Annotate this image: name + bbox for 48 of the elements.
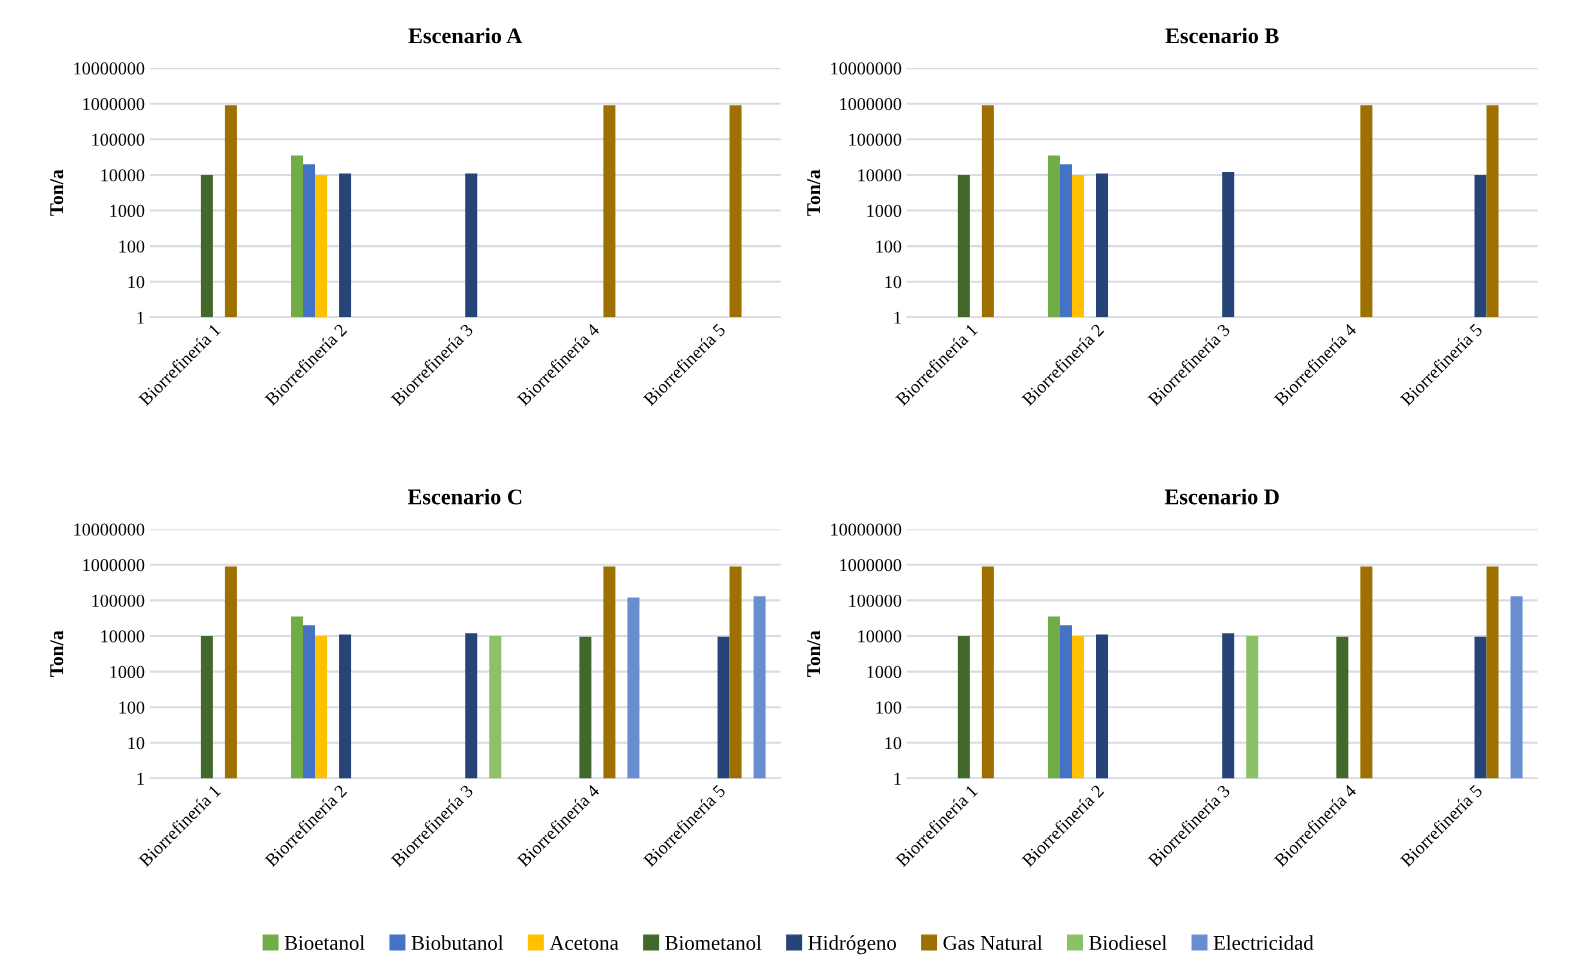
chart-title: Escenario A	[408, 27, 523, 44]
y-tick-label: 10000	[858, 630, 902, 643]
chart-title: Escenario C	[407, 488, 522, 505]
y-tick-label: 10000000	[74, 523, 145, 536]
y-tick-label: 1	[137, 772, 144, 785]
y-tick-label: 1000000	[83, 97, 145, 111]
y-tick-label: 10	[885, 275, 902, 289]
y-tick-label: 10	[128, 275, 145, 289]
y-tick-label: 1000	[867, 665, 902, 679]
y-tick-label: 10000	[101, 169, 145, 182]
y-tick-label: 100	[119, 240, 145, 253]
chart-title: Escenario B	[1165, 27, 1279, 44]
y-tick-label: 10	[885, 737, 902, 750]
y-tick-label: 1000	[867, 204, 902, 217]
y-tick-label: 1	[894, 772, 901, 785]
y-tick-label: 100000	[92, 133, 145, 146]
y-tick-label: 1000000	[840, 559, 902, 572]
y-tick-label: 100000	[849, 133, 902, 146]
legend-label: Biodiesel	[1089, 935, 1167, 950]
y-tick-label: 100	[119, 701, 145, 714]
y-tick-label: 1000	[110, 204, 145, 217]
y-tick-label: 100	[876, 701, 902, 714]
y-tick-label: 100000	[849, 594, 902, 607]
y-tick-label: 10000000	[74, 62, 145, 75]
y-tick-label: 1	[894, 311, 901, 324]
y-axis-title: Ton/a	[50, 630, 64, 677]
y-tick-label: 10000000	[831, 62, 902, 75]
y-tick-label: 10000	[101, 630, 145, 643]
y-tick-label: 1000000	[840, 97, 902, 111]
y-axis-title: Ton/a	[807, 630, 821, 677]
y-tick-label: 1	[137, 311, 144, 324]
legend-label: Bioetanol	[284, 935, 365, 950]
legend-label: Acetona	[549, 936, 619, 950]
legend-label: Electricidad	[1213, 935, 1314, 950]
y-tick-label: 10000000	[831, 523, 902, 536]
legend-label: Biobutanol	[411, 935, 504, 950]
y-tick-label: 100	[876, 240, 902, 253]
legend-label: Biometanol	[665, 935, 762, 950]
y-tick-label: 10000	[858, 169, 902, 182]
legend-label: Hidrógeno	[808, 935, 896, 955]
y-axis-title: Ton/a	[50, 169, 64, 216]
y-tick-label: 1000000	[83, 559, 145, 572]
y-tick-label: 100000	[92, 594, 145, 607]
y-tick-label: 1000	[110, 665, 145, 679]
y-axis-title: Ton/a	[807, 169, 821, 216]
chart-title: Escenario D	[1164, 488, 1279, 505]
y-tick-label: 10	[128, 737, 145, 750]
legend-label: Gas Natural	[943, 935, 1043, 950]
